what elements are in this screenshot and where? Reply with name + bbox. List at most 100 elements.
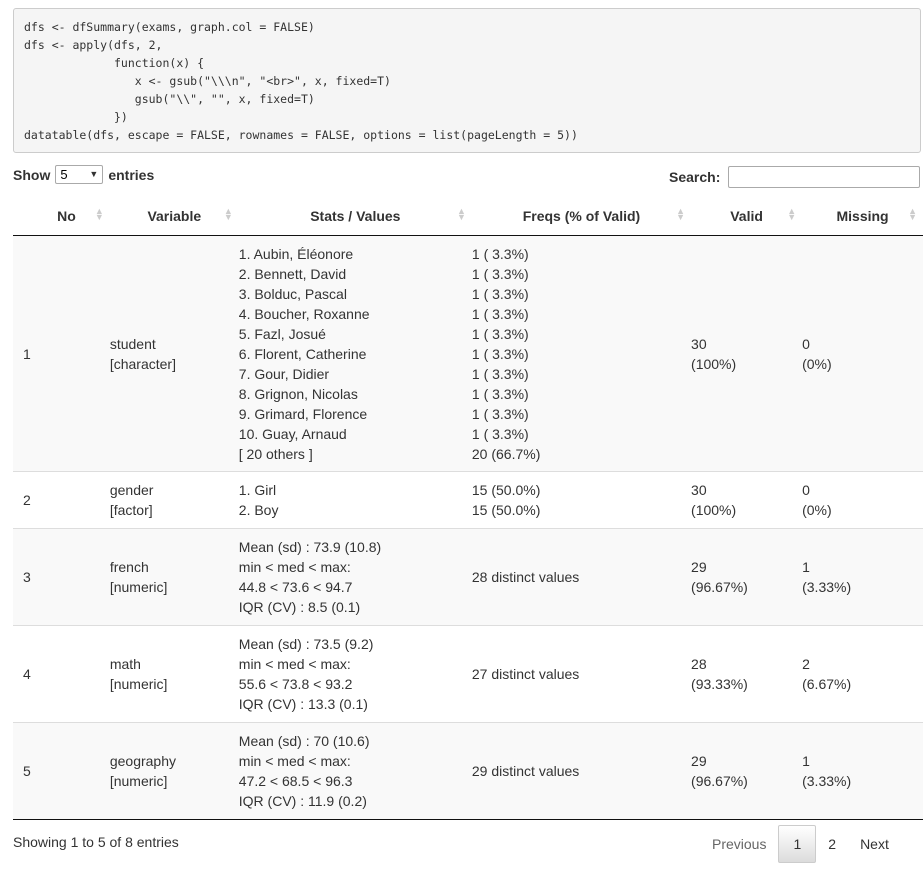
cell-line: 1 ( 3.3%)	[471, 425, 529, 442]
column-header-label: Valid	[730, 207, 763, 224]
cell-line: 1. Girl	[238, 482, 277, 498]
column-header-label: No	[57, 207, 76, 224]
cell-line: [factor]	[109, 502, 153, 518]
valid-cell: 29 (96.67%)	[691, 722, 803, 820]
table-row: 5 geography [numeric] Mean (sd) : 70 (10.6)…	[13, 722, 923, 820]
column-header-label: Freqs (% of Valid)	[522, 207, 641, 224]
row-number: 5	[13, 722, 110, 820]
stats-cell: 1. Aubin, Éléonore 2. Bennett, David 3. Bo…	[238, 235, 472, 472]
cell-line: 1 ( 3.3%)	[471, 385, 529, 402]
cell-line: 1 ( 3.3%)	[471, 405, 529, 422]
variable-cell: student [character]	[109, 235, 239, 472]
page-2-button[interactable]: 2	[828, 836, 837, 852]
valid-cell: 29 (96.67%)	[691, 528, 803, 626]
search-control: Search:	[669, 166, 921, 188]
stats-cell: Mean (sd) : 73.9 (10.8) min < med < max: 4…	[238, 528, 472, 626]
cell-line: 20 (66.7%)	[471, 445, 541, 462]
cell-line: 4. Boucher, Roxanne	[238, 305, 370, 322]
cell-line: french	[109, 559, 149, 575]
cell-line: 2. Bennett, David	[238, 265, 347, 282]
freqs-cell: 15 (50.0%) 15 (50.0%)	[471, 471, 692, 529]
cell-line: 28 distinct values	[471, 569, 580, 585]
cell-line: 8. Grignon, Nicolas	[238, 385, 358, 402]
cell-line: 1	[802, 559, 810, 575]
cell-line: 30	[691, 335, 707, 352]
cell-line: math	[109, 656, 141, 672]
cell-line: gender	[109, 482, 154, 498]
cell-line: IQR (CV) : 11.9 (0.2)	[238, 793, 367, 809]
cell-line: 9. Grimard, Florence	[238, 405, 368, 422]
page-1-button[interactable]: 1	[778, 825, 817, 863]
cell-line: 7. Gour, Didier	[238, 365, 330, 382]
search-input[interactable]	[728, 166, 921, 188]
variable-cell: geography [numeric]	[109, 722, 239, 820]
entries-select[interactable]: 5	[55, 165, 104, 184]
cell-line: 5. Fazl, Josué	[238, 325, 326, 342]
cell-line: Mean (sd) : 70 (10.6)	[238, 733, 370, 749]
code-line: x <- gsub("\\\n", "<br>", x, fixed=T)	[24, 74, 391, 88]
column-header[interactable]: Missing ▲ ▼	[802, 196, 923, 236]
cell-line: Mean (sd) : 73.5 (9.2)	[238, 636, 374, 652]
sort-icon: ▲ ▼	[94, 206, 104, 222]
cell-line: 29	[691, 559, 707, 575]
code-line: datatable(dfs, escape = FALSE, rownames …	[24, 128, 578, 142]
search-label: Search:	[669, 169, 721, 185]
column-header[interactable]: Valid ▲ ▼	[691, 196, 803, 236]
cell-line: [character]	[109, 355, 176, 372]
entries-label: entries	[108, 166, 155, 183]
sort-icon: ▲ ▼	[223, 206, 233, 222]
column-header[interactable]: Stats / Values ▲ ▼	[238, 196, 472, 236]
cell-line: [numeric]	[109, 579, 168, 595]
cell-line: (0%)	[802, 502, 832, 518]
code-line: function(x) {	[24, 56, 205, 70]
cell-line: 1 ( 3.3%)	[471, 265, 529, 282]
freqs-cell: 27 distinct values	[471, 625, 692, 723]
freqs-cell: 28 distinct values	[471, 528, 692, 626]
cell-line: 1 ( 3.3%)	[471, 345, 529, 362]
cell-line: [numeric]	[109, 676, 168, 692]
cell-line: 2	[802, 656, 810, 672]
table-row: 4 math [numeric] Mean (sd) : 73.5 (9.2) min …	[13, 625, 923, 723]
cell-line: 30	[691, 482, 707, 498]
previous-button[interactable]: Previous	[712, 836, 767, 852]
cell-line: 29	[691, 753, 707, 769]
code-block: dfs <- dfSummary(exams, graph.col = FALS…	[13, 8, 921, 153]
valid-cell: 30 (100%)	[691, 235, 803, 472]
column-header[interactable]: Variable ▲ ▼	[109, 196, 239, 236]
missing-cell: 0 (0%)	[802, 471, 923, 529]
cell-line: min < med < max:	[238, 753, 351, 769]
cell-line: 1	[802, 753, 810, 769]
freqs-cell: 29 distinct values	[471, 722, 692, 820]
column-header-label: Variable	[147, 207, 202, 224]
stats-cell: Mean (sd) : 70 (10.6) min < med < max: 47.…	[238, 722, 472, 820]
cell-line: [ 20 others ]	[238, 445, 313, 462]
next-button[interactable]: Next	[860, 836, 889, 852]
column-header[interactable]: No ▲ ▼	[13, 196, 110, 236]
cell-line: (100%)	[691, 502, 737, 518]
cell-line: [numeric]	[109, 773, 168, 789]
pagination: Previous 1 2 Next	[700, 825, 901, 863]
code-line: dfs <- dfSummary(exams, graph.col = FALS…	[24, 20, 315, 34]
cell-line: 28	[691, 656, 707, 672]
cell-line: (3.33%)	[802, 773, 852, 789]
column-header[interactable]: Freqs (% of Valid) ▲ ▼	[471, 196, 692, 236]
sort-icon: ▲ ▼	[676, 206, 686, 222]
cell-line: min < med < max:	[238, 656, 351, 672]
stats-cell: 1. Girl 2. Boy	[238, 471, 472, 529]
table-row: 3 french [numeric] Mean (sd) : 73.9 (10.8) m…	[13, 528, 923, 626]
variable-cell: french [numeric]	[109, 528, 239, 626]
column-header-label: Missing	[836, 207, 889, 224]
code-line: gsub("\\", "", x, fixed=T)	[24, 92, 315, 106]
cell-line: 47.2 < 68.5 < 96.3	[238, 773, 353, 789]
missing-cell: 1 (3.33%)	[802, 528, 923, 626]
cell-line: 27 distinct values	[471, 666, 580, 682]
cell-line: 44.8 < 73.6 < 94.7	[238, 579, 353, 595]
cell-line: min < med < max:	[238, 559, 351, 575]
row-number: 3	[13, 528, 110, 626]
cell-line: IQR (CV) : 8.5 (0.1)	[238, 599, 361, 615]
freqs-cell: 1 ( 3.3%) 1 ( 3.3%) 1 ( 3.3%) 1 ( 3.3%) 1 ( …	[471, 235, 692, 472]
variable-cell: math [numeric]	[109, 625, 239, 723]
missing-cell: 2 (6.67%)	[802, 625, 923, 723]
missing-cell: 0 (0%)	[802, 235, 923, 472]
stats-cell: Mean (sd) : 73.5 (9.2) min < med < max: 55…	[238, 625, 472, 723]
